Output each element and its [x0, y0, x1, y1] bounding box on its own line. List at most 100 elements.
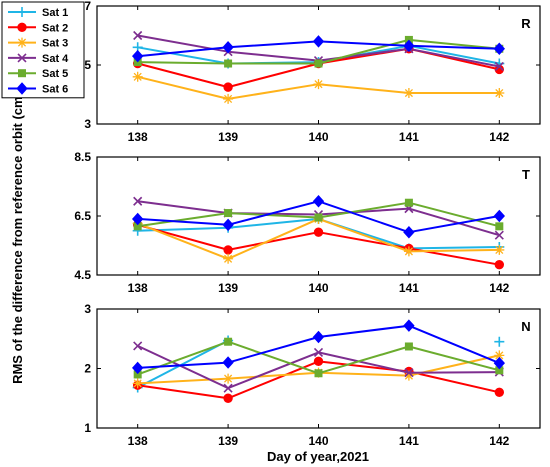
data-point — [403, 319, 415, 332]
data-point — [404, 368, 414, 378]
x-tick-label: 140 — [308, 130, 328, 144]
legend-label: Sat 5 — [42, 68, 68, 80]
data-point — [494, 61, 504, 72]
data-point — [493, 356, 505, 370]
data-point — [494, 88, 505, 99]
y-tick-label: 5 — [84, 58, 91, 72]
data-point — [403, 225, 415, 239]
data-point — [132, 212, 144, 226]
legend-label: Sat 6 — [42, 84, 68, 96]
y-tick-label: 4.5 — [74, 268, 91, 282]
x-axis-title: Day of year,2021 — [267, 449, 369, 464]
legend-marker — [17, 53, 27, 63]
x-tick-label: 138 — [128, 281, 148, 295]
legend-marker — [17, 37, 27, 48]
data-point — [314, 213, 323, 222]
legend-entry: Sat 3 — [8, 38, 68, 50]
y-tick-label: 6.5 — [74, 209, 91, 223]
data-point — [495, 222, 504, 231]
panel-t: 138 139 140 141 142 4.5 6.5 8.5 T — [74, 150, 541, 295]
legend-box — [1, 1, 85, 99]
series-sat-6 — [132, 35, 505, 63]
data-point — [133, 341, 143, 351]
data-point — [132, 361, 144, 375]
data-point — [494, 244, 505, 255]
legend-label: Sat 1 — [42, 7, 68, 19]
data-point — [132, 71, 143, 82]
legend: Sat 1 Sat 2 Sat 3 Sat 4 Sat 5 Sat 6 — [1, 1, 85, 99]
data-point — [312, 35, 325, 48]
x-tick-label: 142 — [489, 281, 509, 295]
data-point — [223, 383, 233, 393]
data-point — [313, 79, 324, 90]
y-tick-label: 3 — [84, 302, 91, 316]
data-point — [403, 370, 414, 381]
data-point — [313, 227, 324, 237]
data-point — [494, 387, 505, 397]
x-tick-label: 141 — [399, 281, 419, 295]
panel-n: 138 139 140 141 142 1 2 3 N — [84, 302, 541, 448]
x-tick-label: 139 — [218, 434, 238, 448]
data-point — [494, 230, 504, 240]
data-point — [312, 195, 325, 208]
series-sat-6 — [132, 195, 505, 239]
legend-label: Sat 4 — [42, 53, 69, 65]
x-tick-label: 140 — [308, 434, 328, 448]
y-axis-title: RMS of the difference from reference orb… — [10, 92, 25, 384]
data-point — [224, 337, 233, 346]
x-tick-label: 138 — [128, 130, 148, 144]
x-tick-label: 141 — [399, 434, 419, 448]
data-point — [313, 347, 324, 358]
x-tick-label: 139 — [218, 281, 238, 295]
panel-label: R — [521, 16, 531, 31]
x-tick-label: 138 — [128, 434, 148, 448]
data-point — [132, 49, 144, 63]
data-point — [494, 259, 505, 270]
data-point — [312, 330, 325, 344]
legend-entry: Sat 5 — [8, 68, 68, 80]
x-tick-label: 141 — [399, 130, 419, 144]
x-tick-label: 140 — [308, 281, 328, 295]
data-point — [222, 218, 234, 232]
data-point — [223, 245, 233, 255]
data-point — [222, 41, 234, 54]
series-sat-5 — [133, 337, 504, 379]
data-point — [404, 342, 413, 351]
data-point — [494, 350, 505, 361]
series-sat-3 — [132, 71, 505, 104]
data-point — [314, 59, 323, 68]
data-point — [493, 42, 505, 56]
series-sat-4 — [133, 341, 504, 393]
data-point — [313, 356, 324, 367]
data-point — [403, 39, 415, 53]
data-point — [224, 59, 233, 68]
legend-marker — [17, 22, 27, 32]
data-point — [132, 378, 143, 389]
legend-entry: Sat 1 — [8, 7, 68, 19]
data-point — [223, 373, 234, 384]
data-point — [494, 64, 505, 75]
data-point — [314, 369, 323, 378]
data-point — [404, 198, 413, 207]
data-point — [223, 82, 233, 92]
panel-label: T — [522, 167, 530, 182]
data-point — [224, 209, 233, 218]
legend-marker — [17, 7, 27, 17]
data-point — [223, 93, 234, 104]
series-sat-6 — [132, 319, 505, 375]
legend-label: Sat 2 — [42, 22, 68, 34]
legend-marker — [16, 82, 28, 95]
data-point — [223, 393, 233, 403]
x-tick-label: 142 — [489, 130, 509, 144]
legend-entry: Sat 4 — [8, 53, 69, 65]
legend-label: Sat 3 — [42, 38, 68, 50]
data-point — [494, 336, 505, 347]
panels: 138 139 140 141 142 3 5 7 R 138 139 140 141 142 4.5 6.5… — [74, 0, 541, 448]
legend-marker — [18, 69, 26, 78]
panel-label: N — [521, 319, 530, 334]
y-tick-label: 2 — [84, 362, 91, 376]
x-tick-label: 142 — [489, 434, 509, 448]
series-sat-5 — [133, 198, 504, 231]
x-tick-label: 139 — [218, 130, 238, 144]
